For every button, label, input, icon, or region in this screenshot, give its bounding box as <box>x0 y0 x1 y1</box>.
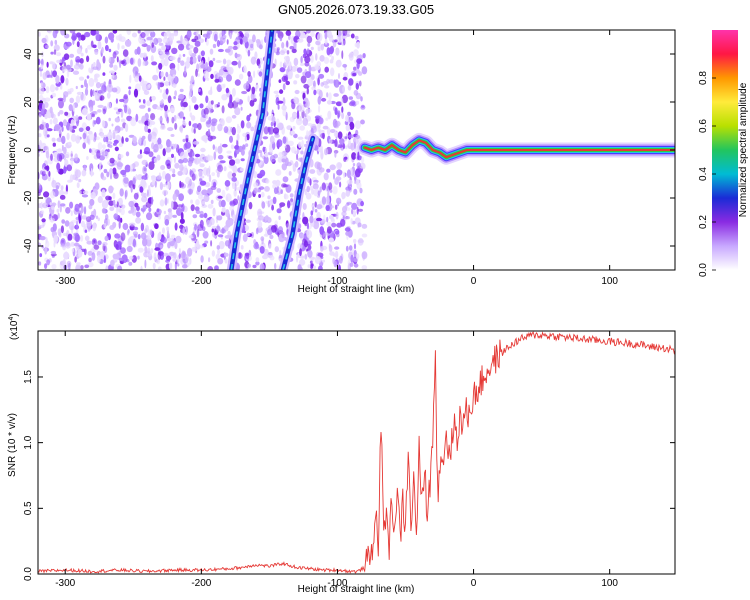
spectrogram-y-tick-label: 0 <box>23 147 34 153</box>
snr-x-tick-label: 0 <box>471 578 477 589</box>
colorbar-tick-label: 0.8 <box>698 71 709 85</box>
colorbar: 0.0 0.2 0.4 0.6 0.8 Normalized spectral ampl… <box>698 30 749 277</box>
spectrogram-x-tick-label: -200 <box>191 276 211 287</box>
snr-y-tick-label: 1.5 <box>23 370 34 384</box>
spectrogram-x-tick-label: -300 <box>55 276 75 287</box>
snr-y-tick-label: 0.5 <box>23 501 34 515</box>
spectrogram-y-tick-label: -20 <box>23 190 34 205</box>
spectrogram-x-tick-label: -100 <box>327 276 347 287</box>
snr-x-axis-label: Height of straight line (km) <box>298 584 415 595</box>
colorbar-tick-label: 0.2 <box>698 215 709 229</box>
noise-speckle <box>38 30 368 270</box>
snr-x-tick-label: -200 <box>191 578 211 589</box>
spectrogram-y-tick-label: 20 <box>23 96 34 108</box>
spectrogram-y-tick-label: -40 <box>23 238 34 253</box>
snr-series-line <box>38 331 675 574</box>
snr-x-tick-label: -100 <box>327 578 347 589</box>
track-core-1 <box>230 30 273 270</box>
snr-panel: -300 -200 -100 0 100 0.0 0.5 1.0 1.5 Height of … <box>7 313 676 595</box>
colorbar-tick-label: 0.6 <box>698 119 709 133</box>
snr-x-tick-label: 100 <box>601 578 618 589</box>
snr-y-multiplier: (x104) <box>8 313 20 340</box>
spectrogram-y-tick-label: 40 <box>23 48 34 60</box>
track-core-2 <box>282 137 314 270</box>
spectrogram-x-tick-label: 0 <box>471 276 477 287</box>
snr-y-tick-label: 0.0 <box>23 567 34 581</box>
spectrogram-y-axis-label: Frequency (Hz) <box>7 116 18 185</box>
colorbar-label: Normalized spectral amplitude <box>738 82 749 217</box>
figure-title: GN05.2026.073.19.33.G05 <box>278 2 434 17</box>
colorbar-tick-label: 0.4 <box>698 167 709 181</box>
signal-band-layer-6 <box>363 139 675 159</box>
snr-x-tick-label: -300 <box>55 578 75 589</box>
snr-y-tick-label: 1.0 <box>23 435 34 449</box>
colorbar-gradient <box>712 30 738 270</box>
colorbar-tick-label: 0.0 <box>698 263 709 277</box>
spectrogram-x-axis-label: Height of straight line (km) <box>298 284 415 295</box>
snr-frame <box>37 330 676 575</box>
spectrogram-x-tick-label: 100 <box>601 276 618 287</box>
snr-y-axis-label: SNR (10 * v/v) <box>7 413 18 477</box>
